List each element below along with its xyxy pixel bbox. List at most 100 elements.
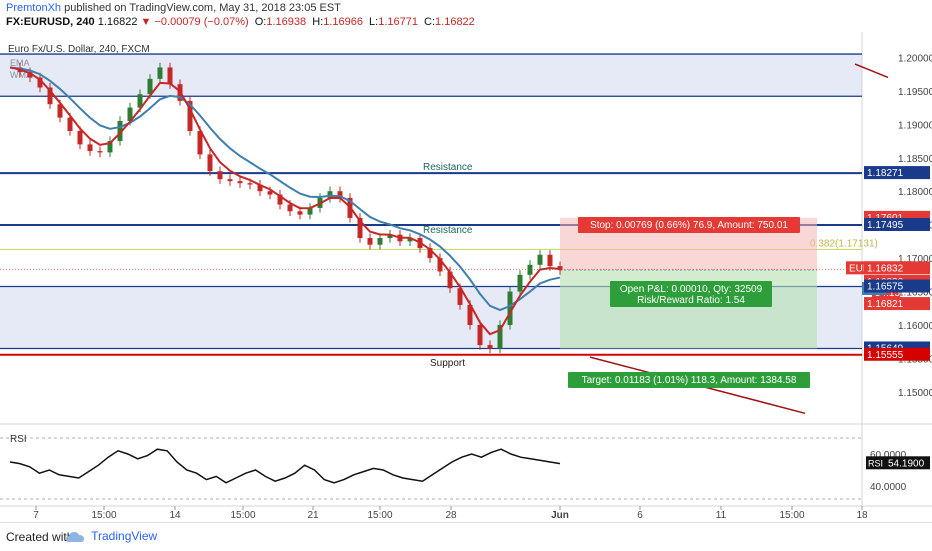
publish-line: PremtonXh published on TradingView.com, … — [6, 2, 341, 14]
candle-body — [497, 324, 503, 349]
candle-body — [377, 238, 383, 245]
candle-body — [477, 324, 483, 346]
candle-body — [457, 288, 463, 305]
y-tick-label-10: 1.15000 — [898, 388, 932, 399]
price-tag-text-11: 1.15555 — [867, 350, 904, 361]
candle-body — [87, 144, 93, 152]
price-tag-0 — [864, 166, 930, 180]
low-label: L: — [369, 16, 379, 28]
down-arrow-icon: ▼ — [140, 16, 152, 28]
candle-body — [547, 254, 553, 267]
rsi-value-box — [886, 456, 930, 470]
x-tick-label-7: Jun — [551, 510, 569, 521]
y-tick-label-1: 1.19500 — [898, 87, 932, 98]
candle-body — [67, 117, 73, 132]
y-tick-label-0: 1.20000 — [898, 53, 932, 64]
fib-label: 0.382(1.17131) — [810, 238, 878, 249]
tradingview-logo[interactable]: TradingView — [66, 529, 157, 543]
stop-label-box — [578, 217, 800, 233]
x-tick-label-5: 15:00 — [367, 510, 392, 521]
trendline-upper — [854, 63, 889, 79]
candle-body — [447, 271, 453, 289]
chart-header: PremtonXh published on TradingView.com, … — [0, 0, 932, 30]
y-tick-label-2: 1.19000 — [898, 120, 932, 131]
candle-body — [107, 141, 113, 153]
candle-body — [127, 107, 133, 121]
rsi-tag-label: RSI — [868, 458, 883, 468]
y-tick-label-7: 1.16500 — [898, 288, 932, 299]
pnl-label-text-0: Open P&L: 0.00010, Qty: 32509 — [620, 284, 763, 295]
candle-body — [197, 131, 203, 155]
candle-body — [287, 204, 293, 212]
candle-body — [247, 183, 253, 185]
author-link[interactable]: PremtonXh — [6, 2, 62, 14]
y-tick-label-3: 1.18500 — [898, 154, 932, 165]
candle-body — [117, 120, 123, 142]
candle-body — [37, 77, 43, 88]
candle-body — [207, 154, 213, 172]
publish-info: published on TradingView.com, May 31, 20… — [64, 2, 341, 14]
x-tick-label-9: 11 — [716, 510, 727, 521]
price-tag-text-8: 1.16821 — [867, 299, 904, 310]
x-tick-label-8: 6 — [637, 510, 643, 521]
candle-body — [227, 179, 233, 182]
price-tag-text-6: 54:15 — [875, 288, 900, 299]
tradingview-brand: TradingView — [91, 529, 158, 543]
candle-body — [167, 67, 173, 85]
pnl-label-text-1: Risk/Reward Ratio: 1.54 — [637, 295, 745, 306]
close-value: 1.16822 — [435, 16, 475, 28]
candle-body — [47, 87, 53, 105]
target-label-text-0: Target: 0.01183 (1.01%) 118.3, Amount: 1… — [582, 375, 797, 386]
support-label: Support — [430, 358, 465, 369]
price-chart-svg[interactable]: Euro Fx/U.S. Dollar, 240, FXCMEMAWMAResi… — [0, 32, 932, 522]
candle-body — [137, 94, 143, 108]
wma-line — [9, 66, 561, 336]
price-change: −0.00079 (−0.07%) — [154, 16, 249, 28]
candle-body — [147, 78, 153, 95]
resistance-label-lower: Resistance — [423, 225, 473, 236]
y-tick-label-8: 1.16000 — [898, 321, 932, 332]
open-label: O: — [254, 16, 267, 28]
legend-wma-label: WMA — [10, 70, 32, 80]
rsi-label: RSI — [10, 434, 27, 445]
candle-body — [467, 304, 473, 325]
x-tick-label-2: 14 — [169, 510, 181, 521]
rsi-tag-label-box — [866, 456, 886, 470]
price-tag-9 — [864, 279, 930, 293]
created-with-label: Created with — [6, 530, 74, 544]
candle-body — [97, 151, 103, 153]
candle-body — [507, 291, 513, 325]
symbol-label[interactable]: FX:EURUSD, 240 — [6, 16, 95, 28]
candle-body — [57, 104, 63, 118]
x-tick-label-1: 15:00 — [91, 510, 116, 521]
stop-label-text-0: Stop: 0.00769 (0.66%) 76.9, Amount: 750.… — [590, 220, 788, 231]
ohlc-line: FX:EURUSD, 240 1.16822 ▼ −0.00079 (−0.07… — [6, 16, 475, 28]
candle-body — [267, 191, 273, 195]
rsi-line — [9, 448, 561, 484]
chart-title: Euro Fx/U.S. Dollar, 240, FXCM — [8, 44, 150, 55]
x-tick-label-11: 18 — [856, 510, 868, 521]
price-tag-11 — [864, 347, 930, 361]
pnl-label-box — [610, 281, 772, 307]
high-value: 1.16966 — [323, 16, 363, 28]
footer-bar: Created with TradingView — [0, 522, 932, 551]
candle-body — [327, 191, 333, 198]
candle-body — [257, 184, 263, 192]
price-tag-text-9: 1.16575 — [867, 282, 904, 293]
tradingview-cloud-icon — [66, 531, 84, 542]
close-label: C: — [424, 16, 436, 28]
price-tag-text-0: 1.18271 — [867, 168, 904, 179]
candle-body — [297, 211, 303, 215]
resistance-label-upper: Resistance — [423, 162, 473, 173]
candle-body — [487, 345, 493, 349]
candle-body — [437, 258, 443, 272]
chart-area[interactable]: Euro Fx/U.S. Dollar, 240, FXCMEMAWMAResi… — [0, 32, 932, 522]
x-tick-label-10: 15:00 — [779, 510, 804, 521]
low-value: 1.16771 — [378, 16, 418, 28]
candle-body — [367, 238, 373, 245]
price-tag-2 — [864, 217, 930, 231]
candle-body — [157, 67, 163, 79]
candle-body — [277, 194, 283, 205]
target-label-box — [568, 372, 810, 388]
ema-line — [9, 66, 561, 312]
